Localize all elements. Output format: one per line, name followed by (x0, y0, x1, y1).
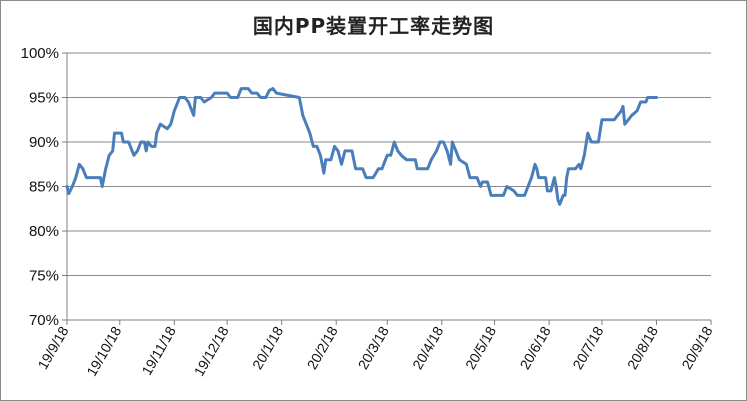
x-tick-label: 20/7/18 (569, 323, 606, 372)
x-tick-label: 20/6/18 (517, 323, 554, 372)
x-tick-label: 20/8/18 (624, 323, 661, 372)
y-tick-label: 100% (21, 45, 59, 62)
x-tick-label: 19/10/18 (83, 323, 124, 378)
y-tick-label: 90% (29, 134, 59, 151)
series-group (65, 87, 658, 206)
x-tick-label: 20/2/18 (304, 323, 341, 372)
x-tick-label: 20/9/18 (678, 323, 715, 372)
series-line (65, 87, 658, 206)
x-tick-label: 19/11/18 (138, 323, 179, 377)
y-tick-label: 95% (29, 90, 59, 107)
x-tick-label: 20/1/18 (249, 323, 286, 372)
y-tick-label: 70% (29, 312, 59, 329)
x-tick-label: 19/12/18 (191, 323, 232, 378)
grid-lines (67, 52, 711, 276)
y-axis: 70% 75% 80% 85% 90% 95% 100% (21, 45, 68, 329)
y-tick-label: 80% (29, 223, 59, 240)
x-axis: 19/9/18 19/10/18 19/11/18 19/12/18 20/1/18 20… (34, 319, 716, 379)
y-tick-label: 75% (29, 268, 59, 285)
y-tick-label: 85% (29, 179, 59, 196)
x-tick-label: 20/5/18 (462, 323, 499, 372)
x-tick-label: 20/4/18 (409, 323, 446, 372)
x-tick-label: 20/3/18 (355, 323, 392, 372)
x-tick-label: 19/9/18 (34, 323, 71, 372)
chart-title: 国内PP装置开工率走势图 (252, 14, 495, 38)
